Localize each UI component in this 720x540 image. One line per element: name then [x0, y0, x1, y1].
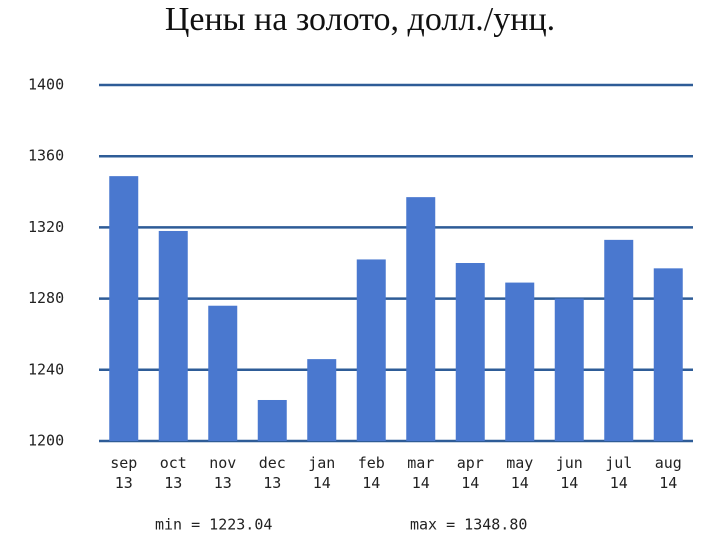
x-tick-label: oct 13: [159, 454, 187, 492]
x-tick-label: dec 13: [258, 454, 286, 492]
bar: [406, 197, 436, 441]
bar: [554, 298, 584, 441]
bar: [653, 268, 683, 441]
x-tick-label: aug 14: [654, 454, 682, 492]
bar: [455, 263, 485, 441]
y-tick-label: 1280: [28, 289, 64, 307]
bar: [604, 239, 634, 441]
y-tick-label: 1400: [28, 76, 64, 94]
x-tick-label: mar 14: [407, 454, 435, 492]
x-tick-label: feb 14: [357, 454, 385, 492]
x-tick-label: jun 14: [555, 454, 583, 492]
y-tick-label: 1200: [28, 432, 64, 450]
annotation: min = 1223.04: [155, 516, 272, 534]
x-tick-label: nov 13: [209, 454, 237, 492]
chart-title: Цены на золото, долл./унц.: [165, 1, 555, 38]
annotation: max = 1348.80: [410, 516, 527, 534]
bar: [505, 282, 535, 441]
bar: [208, 305, 238, 441]
y-tick-label: 1240: [28, 360, 64, 378]
bar: [109, 176, 139, 442]
bar: [158, 230, 188, 441]
x-tick-label: may 14: [506, 454, 534, 492]
x-tick-label: jan 14: [308, 454, 336, 492]
bar: [257, 399, 287, 441]
x-tick-label: apr 14: [456, 454, 484, 492]
y-tick-label: 1360: [28, 147, 64, 165]
bar: [356, 259, 386, 441]
x-tick-label: sep 13: [110, 454, 138, 492]
y-tick-label: 1320: [28, 218, 64, 236]
x-tick-label: jul 14: [605, 454, 633, 492]
bar: [307, 359, 337, 441]
